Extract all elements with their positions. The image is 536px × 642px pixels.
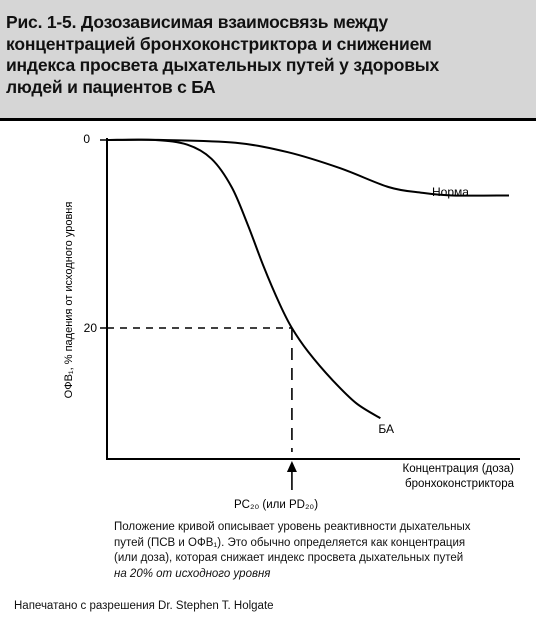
- pc20-label: PC₂₀ (или PD₂₀): [234, 499, 318, 511]
- pc20-arrow-head: [286, 461, 297, 472]
- figure-header: Рис. 1-5. Дозозависимая взаимосвязь межд…: [0, 0, 536, 118]
- figure-caption: Положение кривой описывает уровень реакт…: [114, 520, 534, 582]
- curve-normal: [106, 138, 510, 197]
- title-line-2: концентрацией бронхоконстриктора и сниже…: [6, 33, 432, 54]
- caption-line-1: Положение кривой описывает уровень реакт…: [114, 521, 471, 533]
- x-axis-label-line-1: Концентрация (доза): [403, 463, 515, 475]
- y-tick-label-0: 0: [83, 132, 90, 146]
- figure-title: Рис. 1-5. Дозозависимая взаимосвязь межд…: [6, 12, 536, 98]
- curve-asthma: [106, 138, 381, 420]
- title-line-3: индекса просвета дыхательных путей у здо…: [6, 55, 440, 75]
- title-line-1: Рис. 1-5. Дозозависимая взаимосвязь межд…: [6, 12, 388, 32]
- y-axis-label: ОФВ₁, % падения от исходного уровня: [63, 202, 75, 399]
- chart-area: 0 20 ОФВ₁, % падения от исходного уровня…: [63, 132, 520, 511]
- header-rule: [0, 118, 536, 121]
- figure-footer: Напечатано с разрешения Dr. Stephen T. H…: [14, 600, 274, 612]
- caption-line-2: путей (ПСВ и ОФВ₁). Это обычно определяе…: [114, 536, 466, 549]
- caption-line-3: (или доза), которая снижает индекс просв…: [114, 552, 464, 564]
- caption-line-4: на 20% от исходного уровня: [114, 567, 271, 580]
- x-axis-label-line-2: бронхоконстриктора: [405, 478, 515, 490]
- y-tick-label-20: 20: [84, 321, 98, 335]
- plot-group: 0 20 ОФВ₁, % падения от исходного уровня…: [63, 132, 520, 511]
- series-label-normal: Норма: [432, 185, 469, 199]
- series-label-asthma: БА: [378, 422, 394, 436]
- title-line-4: людей и пациентов с БА: [6, 76, 216, 97]
